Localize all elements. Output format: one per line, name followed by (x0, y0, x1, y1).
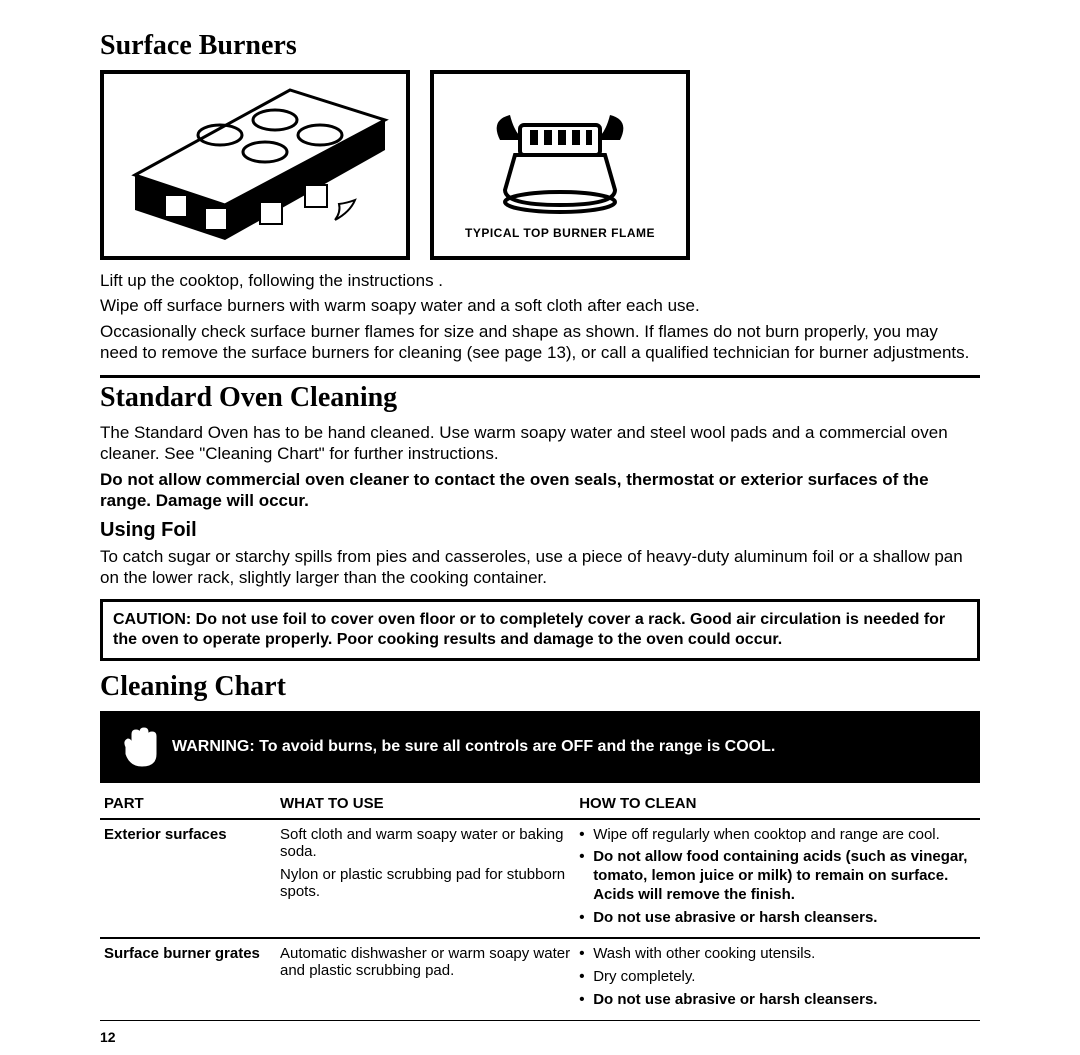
hand-stop-icon (116, 725, 160, 769)
section-title-oven-cleaning: Standard Oven Cleaning (100, 375, 980, 414)
caution-box: CAUTION: Do not use foil to cover oven f… (100, 599, 980, 661)
warning-text: WARNING: To avoid burns, be sure all con… (172, 737, 775, 757)
warning-bar: WARNING: To avoid burns, be sure all con… (100, 711, 980, 783)
paragraph: Occasionally check surface burner flames… (100, 321, 980, 364)
th-how: HOW TO CLEAN (575, 789, 980, 819)
page-number: 12 (100, 1029, 980, 1045)
cell-how: Wipe off regularly when cooktop and rang… (575, 819, 980, 939)
figure-cooktop (100, 70, 410, 260)
th-what: WHAT TO USE (276, 789, 575, 819)
section-title-burners: Surface Burners (100, 30, 980, 62)
paragraph: To catch sugar or starchy spills from pi… (100, 546, 980, 589)
figure-row: TYPICAL TOP BURNER FLAME (100, 70, 980, 260)
subheading-using-foil: Using Foil (100, 519, 980, 542)
table-row: Exterior surfacesSoft cloth and warm soa… (100, 819, 980, 939)
cell-what: Soft cloth and warm soapy water or bakin… (276, 819, 575, 939)
list-item: Do not use abrasive or harsh cleansers. (579, 909, 976, 928)
cell-part: Exterior surfaces (100, 819, 276, 939)
cell-how: Wash with other cooking utensils. Dry com… (575, 938, 980, 1020)
list-item: Wash with other cooking utensils. (579, 945, 976, 964)
th-part: PART (100, 789, 276, 819)
section-title-cleaning-chart: Cleaning Chart (100, 671, 980, 703)
list-item: Dry completely. (579, 968, 976, 987)
paragraph: The Standard Oven has to be hand cleaned… (100, 422, 980, 465)
paragraph-bold: Do not allow commercial oven cleaner to … (100, 469, 980, 512)
list-item: Do not use abrasive or harsh cleansers. (579, 991, 976, 1010)
cell-what: Automatic dishwasher or warm soapy water… (276, 938, 575, 1020)
list-item: Do not allow food containing acids (such… (579, 848, 976, 904)
cleaning-chart-table: PART WHAT TO USE HOW TO CLEAN Exterior s… (100, 789, 980, 1021)
table-row: Surface burner gratesAutomatic dishwashe… (100, 938, 980, 1020)
burner-flame-illustration (480, 90, 640, 220)
figure-flame: TYPICAL TOP BURNER FLAME (430, 70, 690, 260)
paragraph: Wipe off surface burners with warm soapy… (100, 295, 980, 316)
cell-part: Surface burner grates (100, 938, 276, 1020)
cooktop-illustration (110, 80, 400, 250)
list-item: Wipe off regularly when cooktop and rang… (579, 826, 976, 845)
figure-caption: TYPICAL TOP BURNER FLAME (465, 226, 655, 240)
paragraph: Lift up the cooktop, following the instr… (100, 270, 980, 291)
